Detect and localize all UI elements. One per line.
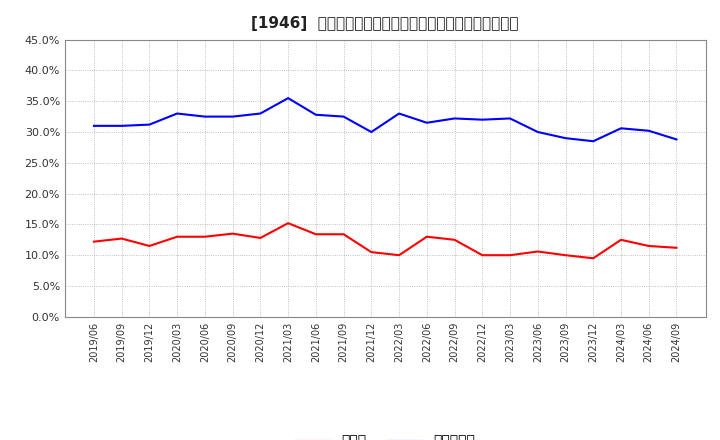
有利子負債: [284, 95, 292, 101]
現預金: [173, 234, 181, 239]
現預金: [201, 234, 210, 239]
現預金: [505, 253, 514, 258]
現預金: [478, 253, 487, 258]
有利子負債: [173, 111, 181, 116]
有利子負債: [672, 137, 681, 142]
Line: 現預金: 現預金: [94, 223, 677, 258]
Legend: 現預金, 有利子負債: 現預金, 有利子負債: [290, 429, 480, 440]
現預金: [561, 253, 570, 258]
有利子負債: [450, 116, 459, 121]
現預金: [312, 231, 320, 237]
有利子負債: [395, 111, 403, 116]
有利子負債: [561, 136, 570, 141]
現預金: [534, 249, 542, 254]
現預金: [672, 245, 681, 250]
現預金: [284, 220, 292, 226]
現預金: [589, 256, 598, 261]
現預金: [367, 249, 376, 255]
有利子負債: [644, 128, 653, 133]
有利子負債: [228, 114, 237, 119]
有利子負債: [117, 123, 126, 128]
現預金: [89, 239, 98, 244]
現預金: [395, 253, 403, 258]
有利子負債: [478, 117, 487, 122]
有利子負債: [256, 111, 265, 116]
有利子負債: [534, 129, 542, 135]
有利子負債: [505, 116, 514, 121]
現預金: [145, 243, 154, 249]
現預金: [423, 234, 431, 239]
有利子負債: [589, 139, 598, 144]
有利子負債: [201, 114, 210, 119]
Title: [1946]  現預金、有利子負債の総資産に対する比率の推移: [1946] 現預金、有利子負債の総資産に対する比率の推移: [251, 16, 519, 32]
有利子負債: [423, 120, 431, 125]
有利子負債: [367, 129, 376, 135]
有利子負債: [339, 114, 348, 119]
現預金: [644, 243, 653, 249]
現預金: [117, 236, 126, 241]
現預金: [450, 237, 459, 242]
有利子負債: [145, 122, 154, 127]
有利子負債: [312, 112, 320, 117]
Line: 有利子負債: 有利子負債: [94, 98, 677, 141]
現預金: [256, 235, 265, 241]
有利子負債: [616, 126, 625, 131]
現預金: [616, 237, 625, 242]
有利子負債: [89, 123, 98, 128]
現預金: [339, 231, 348, 237]
現預金: [228, 231, 237, 236]
